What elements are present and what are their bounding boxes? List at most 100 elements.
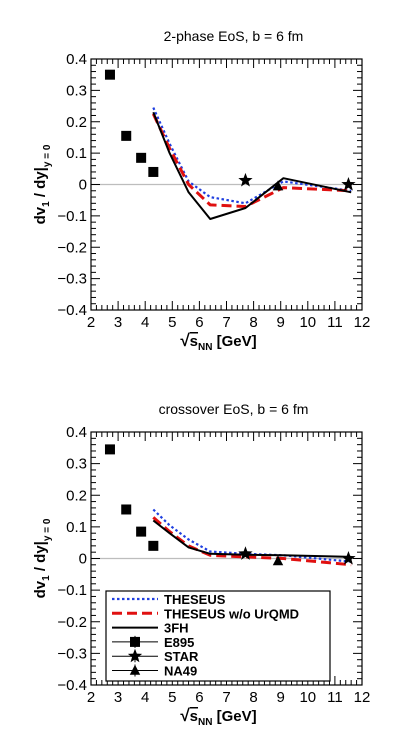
y-tick-label: 0.2: [66, 487, 87, 504]
data-point: [136, 526, 147, 537]
y-tick-label: 0.4: [66, 51, 87, 68]
chart-panel-2: crossover EoS, b = 6 fm 2 3 4 5 6 7 8 9 10 11 12 0.4…: [32, 401, 370, 728]
x-tick-label: 6: [195, 314, 203, 331]
y-axis-label: dv1 / dy|y = 0: [32, 144, 53, 224]
y-axis-label-mid: / dy|: [32, 541, 49, 575]
chart-title: crossover EoS, b = 6 fm: [159, 401, 309, 417]
x-tick-label: 7: [222, 314, 230, 331]
series-line: [152, 508, 352, 563]
x-tick-label: 3: [114, 689, 122, 706]
legend-marker: [127, 648, 143, 663]
y-tick-label: −0.2: [57, 239, 87, 256]
y-axis-label: dv1 / dy|y = 0: [32, 518, 53, 598]
x-tick-label: 7: [222, 689, 230, 706]
data-point: [136, 152, 147, 163]
x-tick-label: 4: [141, 689, 149, 706]
x-axis-label-sub: NN: [198, 342, 212, 353]
chart-title: 2-phase EoS, b = 6 fm: [164, 28, 304, 44]
series-line: [152, 111, 352, 220]
x-tick-label: 8: [249, 314, 257, 331]
chart-panel-1: 2-phase EoS, b = 6 fm2 3 4 5 6 7 8 9 10 11 120.40.…: [32, 28, 370, 353]
y-axis-label-sub2: y = 0: [42, 144, 53, 167]
y-axis-label-main: dv: [32, 206, 49, 224]
data-point: [104, 69, 115, 80]
series-theseus-w-o-urqmd: [152, 516, 352, 567]
legend-label: 3FH: [164, 621, 189, 636]
series-e895: [104, 69, 159, 177]
y-tick-label: −0.1: [57, 208, 87, 225]
series-star: [238, 172, 356, 191]
y-tick-label: −0.4: [57, 302, 87, 319]
x-tick-label: 5: [168, 314, 176, 331]
y-tick-label: 0.3: [66, 456, 87, 473]
x-tick-label: 2: [87, 314, 95, 331]
x-axis-label-var: s: [190, 333, 198, 350]
series-theseus-w-o-urqmd: [151, 113, 352, 208]
y-tick-label: 0.1: [66, 519, 87, 536]
x-tick-label: 3: [114, 314, 122, 331]
legend-label: THESEUS w/o UrQMD: [164, 606, 299, 621]
y-tick-label: 0: [79, 177, 87, 194]
legend-label: E895: [164, 635, 194, 650]
x-tick-label: 4: [141, 314, 149, 331]
x-tick-label: 11: [327, 689, 343, 706]
series-3fh: [152, 519, 352, 558]
series-na49: [272, 555, 284, 566]
x-axis-label-root: √: [180, 331, 190, 350]
x-tick-label: 10: [299, 689, 316, 706]
data-point: [272, 555, 284, 566]
x-tick-label: 9: [277, 689, 285, 706]
series-theseus: [152, 107, 352, 205]
y-tick-label: 0.4: [66, 424, 87, 441]
series-3fh: [152, 111, 352, 220]
x-tick-label: 10: [299, 314, 316, 331]
y-tick-label: 0.2: [66, 114, 87, 131]
legend-box: [105, 590, 331, 682]
y-axis-label-sub2: y = 0: [42, 518, 53, 541]
legend-label: NA49: [164, 664, 197, 679]
x-axis-label-sub: NN: [198, 717, 212, 728]
data-point: [121, 130, 132, 141]
series-line: [151, 113, 352, 208]
series-line: [152, 516, 352, 567]
series-line: [152, 107, 352, 205]
legend-marker: [130, 636, 140, 647]
x-tick-label: 9: [277, 314, 285, 331]
data-point: [121, 504, 132, 515]
x-axis-label-unit: [GeV]: [212, 708, 256, 725]
series-e895: [104, 444, 159, 551]
data-point: [238, 546, 253, 560]
data-point: [238, 172, 253, 187]
legend-marker: [129, 664, 141, 675]
y-tick-label: 0.1: [66, 145, 87, 162]
x-axis-label: √sNN [GeV]: [180, 331, 256, 353]
y-tick-label: 0.3: [66, 82, 87, 99]
x-tick-label: 6: [195, 689, 203, 706]
series-na49: [272, 180, 284, 191]
x-tick-label: 2: [87, 689, 95, 706]
x-axis-label-var: s: [190, 708, 198, 725]
x-tick-label: 8: [249, 689, 257, 706]
y-tick-label: −0.1: [57, 582, 87, 599]
y-axis-label-mid: / dy|: [32, 167, 49, 201]
x-tick-label: 12: [354, 314, 371, 331]
series-theseus: [152, 508, 352, 563]
x-tick-label: 5: [168, 689, 176, 706]
y-tick-label: −0.3: [57, 645, 87, 662]
x-tick-label: 11: [327, 314, 343, 331]
y-axis-label-sub1: 1: [41, 201, 52, 207]
data-point: [272, 180, 284, 191]
y-tick-label: −0.4: [57, 677, 87, 694]
series-star: [238, 546, 356, 565]
x-axis-label-unit: [GeV]: [212, 333, 256, 350]
data-point: [104, 444, 115, 455]
legend-label: STAR: [164, 649, 199, 664]
y-axis-label-sub1: 1: [41, 575, 52, 581]
x-tick-label: 12: [354, 689, 371, 706]
data-point: [341, 551, 356, 565]
data-point: [148, 166, 159, 177]
series-line: [152, 519, 352, 558]
legend-label: THESEUS: [164, 592, 226, 607]
